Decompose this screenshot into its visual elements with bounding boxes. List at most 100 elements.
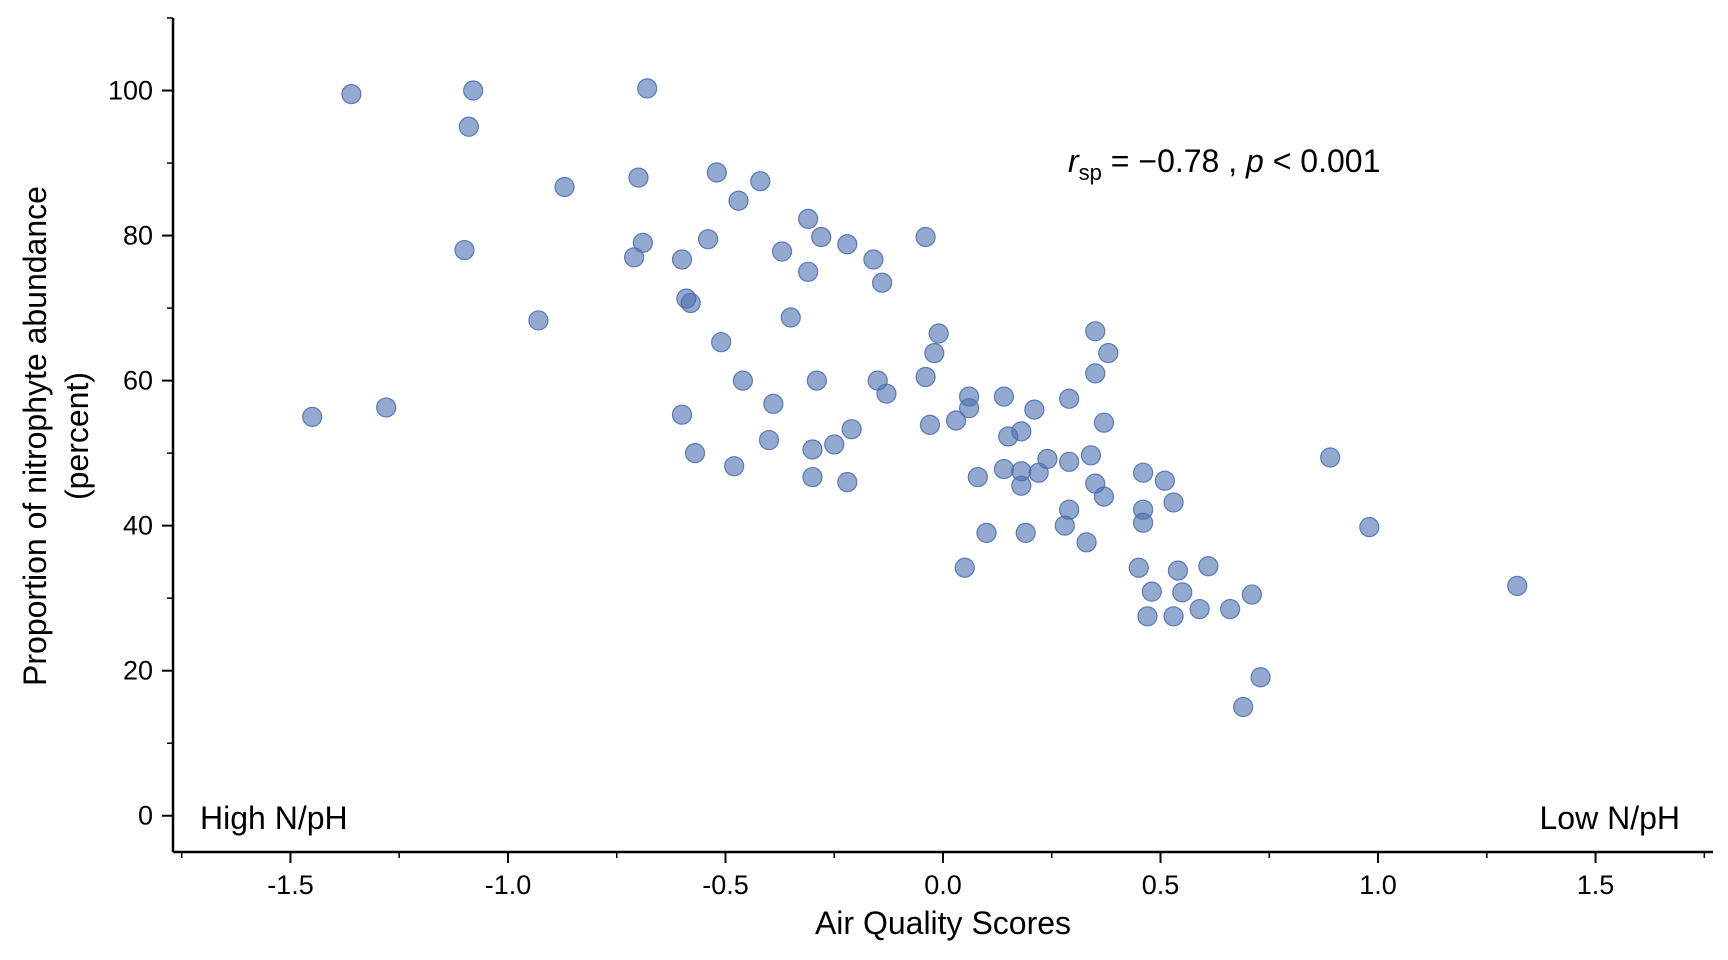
data-point-69 xyxy=(1085,321,1106,342)
points-layer xyxy=(302,78,1528,718)
data-point-28 xyxy=(798,208,819,229)
data-point-64 xyxy=(1059,451,1080,472)
x-tick-label-4: 0.5 xyxy=(1142,870,1180,900)
data-point-18 xyxy=(711,332,732,353)
r-value: = −0.78 , xyxy=(1102,143,1246,179)
data-point-20 xyxy=(728,190,749,211)
data-point-19 xyxy=(706,162,727,183)
data-point-50 xyxy=(954,557,975,578)
y-tick-label-4: 80 xyxy=(123,221,153,251)
data-point-2 xyxy=(376,397,397,418)
data-point-37 xyxy=(837,472,858,493)
data-point-49 xyxy=(959,398,980,419)
data-point-0 xyxy=(302,406,323,427)
data-point-56 xyxy=(1011,421,1032,442)
data-point-30 xyxy=(811,226,832,248)
y-tick-label-2: 40 xyxy=(123,511,153,541)
data-point-92 xyxy=(1320,447,1341,468)
data-point-26 xyxy=(771,241,793,262)
data-point-58 xyxy=(1011,475,1032,496)
data-point-84 xyxy=(1172,582,1193,603)
r-subscript: sp xyxy=(1079,160,1102,185)
data-point-86 xyxy=(1189,598,1210,620)
data-point-12 xyxy=(671,249,693,270)
data-point-88 xyxy=(1220,598,1241,620)
data-point-3 xyxy=(463,80,484,101)
data-point-80 xyxy=(1137,606,1158,627)
data-point-93 xyxy=(1359,517,1380,538)
data-point-6 xyxy=(528,310,549,331)
data-point-22 xyxy=(732,370,753,391)
data-point-79 xyxy=(1141,581,1162,602)
data-point-38 xyxy=(863,249,884,270)
y-tick-label-1: 20 xyxy=(123,656,153,686)
data-point-71 xyxy=(1098,342,1119,364)
correlation-annotation: rsp = −0.78 , p < 0.001 xyxy=(1068,143,1380,185)
data-point-40 xyxy=(871,272,893,293)
data-point-27 xyxy=(780,307,801,328)
data-point-90 xyxy=(1241,584,1262,605)
data-point-32 xyxy=(802,439,823,460)
x-tick-label-6: 1.5 xyxy=(1577,870,1615,900)
ticks-layer: -1.5 -1.0 -0.5 0.0 0.5 1.0 1.5 0 20 40 60 80 100 xyxy=(108,17,1706,900)
data-point-33 xyxy=(802,466,823,488)
data-point-14 xyxy=(680,292,701,314)
data-point-43 xyxy=(915,366,936,388)
x-tick-label-1: -1.0 xyxy=(485,870,532,900)
data-point-16 xyxy=(684,443,706,464)
data-point-62 xyxy=(1037,448,1058,470)
data-point-24 xyxy=(758,429,780,451)
data-point-5 xyxy=(454,239,475,261)
data-point-41 xyxy=(876,383,897,404)
x-axis-title: Air Quality Scores xyxy=(815,905,1071,941)
x-tick-label-0: -1.5 xyxy=(267,870,314,900)
y-axis-title-units: (percent) xyxy=(59,372,95,500)
data-point-21 xyxy=(750,171,771,192)
p-symbol: p xyxy=(1245,143,1264,179)
corner-label-left: High N/pH xyxy=(200,800,348,836)
data-point-91 xyxy=(1250,667,1271,688)
data-point-55 xyxy=(993,458,1015,480)
data-point-70 xyxy=(1085,363,1106,384)
data-point-78 xyxy=(1128,557,1149,578)
data-point-15 xyxy=(671,404,693,425)
data-point-42 xyxy=(915,226,936,248)
data-point-25 xyxy=(763,393,784,414)
data-point-68 xyxy=(1080,445,1102,466)
data-point-85 xyxy=(1163,606,1184,627)
data-point-23 xyxy=(724,456,745,477)
data-point-45 xyxy=(924,342,945,364)
data-point-36 xyxy=(841,419,862,440)
corner-label-right: Low N/pH xyxy=(1540,800,1681,836)
data-point-7 xyxy=(554,176,575,198)
data-point-60 xyxy=(1024,399,1045,420)
data-point-35 xyxy=(837,234,858,255)
data-point-51 xyxy=(967,466,988,488)
data-point-72 xyxy=(1093,412,1115,433)
data-point-44 xyxy=(919,414,941,435)
p-value: < 0.001 xyxy=(1264,143,1381,179)
y-tick-label-5: 100 xyxy=(108,76,153,106)
data-point-53 xyxy=(993,386,1015,407)
data-point-29 xyxy=(798,261,819,282)
data-point-11 xyxy=(624,247,645,268)
x-tick-label-3: 0.0 xyxy=(924,870,962,900)
x-tick-label-5: 1.0 xyxy=(1359,870,1397,900)
data-point-83 xyxy=(1167,560,1189,581)
y-axis-title: Proportion of nitrophyte abundance xyxy=(17,186,53,686)
data-point-75 xyxy=(1133,462,1154,483)
y-tick-label-3: 60 xyxy=(123,366,153,396)
data-point-52 xyxy=(976,522,997,544)
data-point-63 xyxy=(1059,388,1080,409)
data-point-74 xyxy=(1093,486,1115,507)
data-point-67 xyxy=(1076,532,1097,553)
data-point-59 xyxy=(1015,522,1036,544)
data-point-1 xyxy=(341,84,362,105)
data-point-8 xyxy=(637,78,658,99)
data-point-66 xyxy=(1054,515,1075,536)
data-point-31 xyxy=(806,370,827,391)
x-tick-label-2: -0.5 xyxy=(702,870,749,900)
data-point-4 xyxy=(458,116,479,137)
data-point-9 xyxy=(628,167,649,188)
